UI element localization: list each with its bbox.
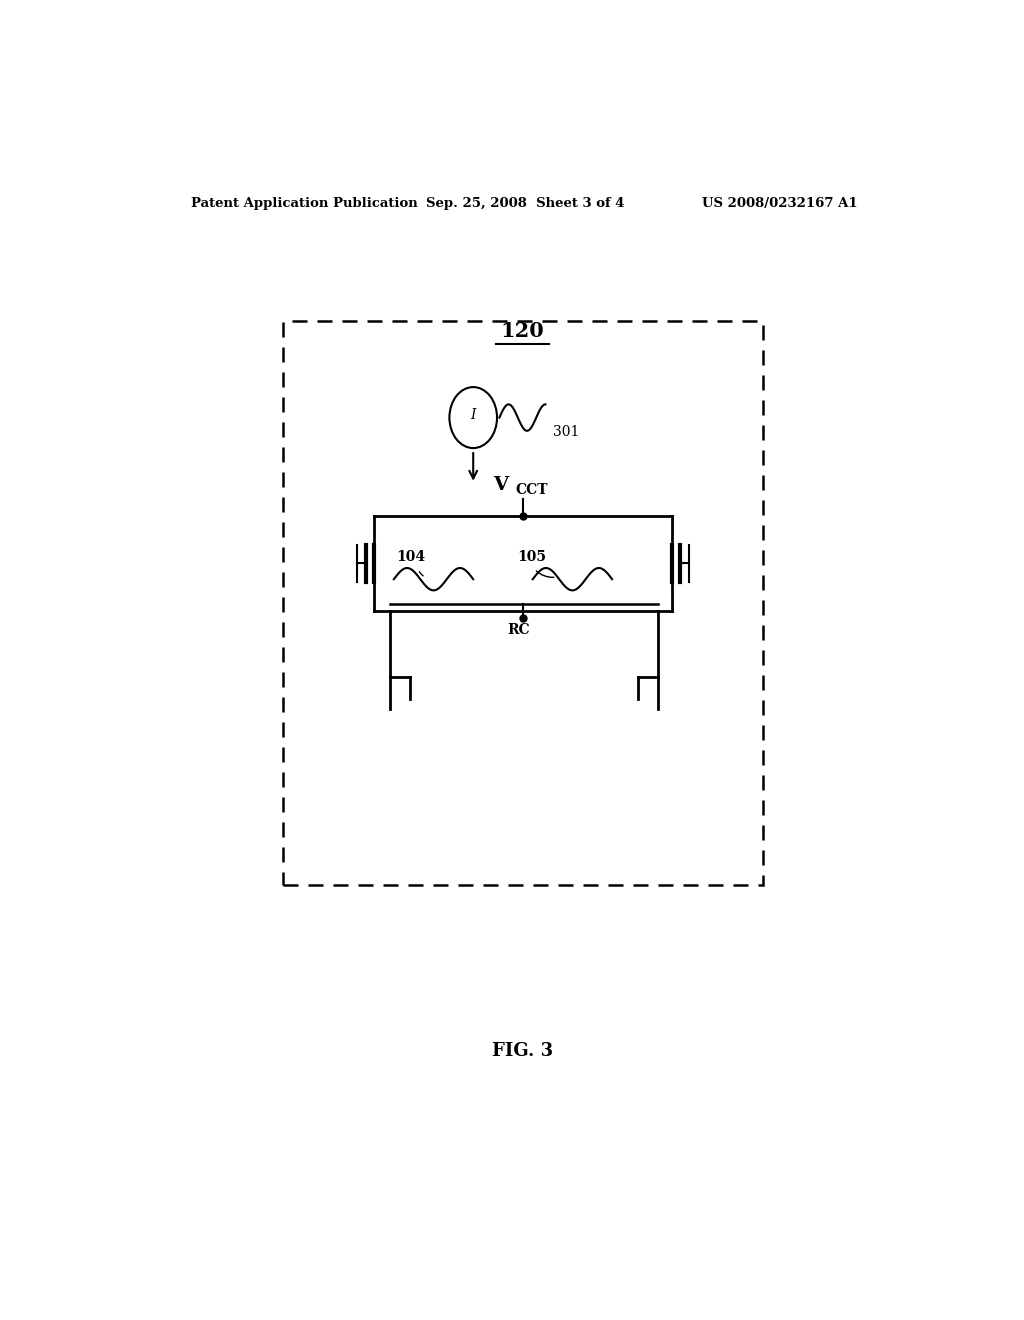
Bar [283,321,763,886]
Text: 301: 301 [553,425,579,438]
Text: RC: RC [507,623,530,636]
Text: 105: 105 [517,550,546,564]
Text: V: V [494,475,508,494]
Text: FIG. 3: FIG. 3 [492,1041,553,1060]
Text: Sep. 25, 2008  Sheet 3 of 4: Sep. 25, 2008 Sheet 3 of 4 [426,197,624,210]
Text: 104: 104 [396,550,425,564]
Text: CCT: CCT [515,483,548,496]
Text: Patent Application Publication: Patent Application Publication [191,197,418,210]
Text: 120: 120 [501,321,545,342]
Text: US 2008/0232167 A1: US 2008/0232167 A1 [702,197,858,210]
Text: I: I [470,408,476,421]
